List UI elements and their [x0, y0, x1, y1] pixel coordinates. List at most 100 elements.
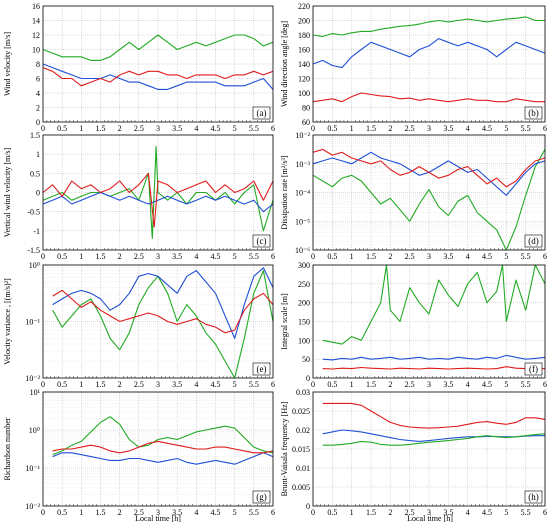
series-red-line	[322, 402, 546, 429]
x-tick-label: 3	[427, 380, 431, 389]
x-tick-label: 6	[543, 252, 547, 261]
y-tick-label: 220	[298, 2, 310, 11]
y-tick-label: 2	[36, 104, 40, 113]
y-tick-label: 10⁻³	[295, 160, 310, 169]
xlabel-left: Local time [h]	[135, 514, 181, 523]
x-tick-label: 5.5	[521, 124, 531, 133]
panel-label-box	[524, 490, 543, 504]
y-tick-label: 0	[36, 118, 40, 127]
y-tick-label: 200	[298, 17, 310, 26]
panel-label-box	[252, 106, 271, 120]
y-tick-label: 0.03	[296, 388, 310, 397]
y-tick-label: 300	[298, 261, 310, 270]
x-tick-label: 4	[194, 252, 198, 261]
series-blue-line	[52, 267, 274, 339]
x-tick-label: 1	[350, 508, 354, 517]
x-tick-label: 4.5	[482, 508, 492, 517]
series-green-line	[322, 264, 546, 345]
x-tick-label: 0.5	[327, 124, 337, 133]
x-tick-label: 3.5	[172, 508, 182, 517]
y-tick-label: 10¹	[30, 388, 41, 397]
panels: 0 0.5 1 1.5 2 2.5 3 3.5 4 4.5 5 5.5 60246810121416(a…	[3, 2, 547, 517]
x-tick-label: 5.5	[249, 124, 259, 133]
y-axis-label: Wind velocity [m/s]	[3, 32, 12, 96]
series-red-line	[42, 172, 274, 228]
x-tick-label: 0.5	[57, 124, 67, 133]
x-tick-label: 3	[156, 380, 160, 389]
y-tick-label: 0.025	[292, 407, 310, 416]
series-red-line	[52, 440, 274, 454]
y-tick-label: 0.02	[296, 426, 310, 435]
y-axis-label: Wind direction angle [deg]	[280, 21, 289, 107]
x-tick-label: 4.5	[211, 252, 221, 261]
x-tick-label: 3.5	[172, 252, 182, 261]
y-tick-label: 150	[298, 318, 310, 327]
x-tick-label: 2	[118, 252, 122, 261]
x-tick-label: 3.5	[172, 124, 182, 133]
panel-label-box	[524, 362, 543, 376]
x-tick-label: 5	[233, 380, 237, 389]
series-blue-line	[42, 63, 274, 90]
y-axis-label: Velocity variance , [(m/s)²]	[3, 278, 12, 365]
panel-d: 0 0.5 1 1.5 2 2.5 3 3.5 4 4.5 5 5.5 6 10⁻⁶ 10⁻⁵ 10⁻⁴ 10⁻…	[280, 131, 547, 261]
x-tick-label: 0	[311, 508, 315, 517]
x-tick-label: 3.5	[443, 252, 453, 261]
x-tick-label: 1	[350, 124, 354, 133]
y-tick-label: 1.5	[30, 131, 40, 140]
panel-label-box	[252, 234, 271, 248]
panel-label: (b)	[528, 108, 539, 118]
x-tick-label: 5	[233, 508, 237, 517]
x-tick-label: 0.5	[57, 380, 67, 389]
x-tick-label: 6	[543, 508, 547, 517]
y-tick-label: 10⁻⁴	[295, 189, 310, 198]
x-tick-label: 4.5	[211, 508, 221, 517]
x-tick-label: 2.5	[405, 380, 415, 389]
x-tick-label: 0	[311, 124, 315, 133]
plot-frame	[312, 134, 546, 251]
y-axis-label: Integral scale [m]	[280, 293, 289, 350]
x-tick-label: 5.5	[521, 508, 531, 517]
series-green-line	[312, 16, 545, 37]
x-tick-label: 1.5	[96, 380, 106, 389]
y-tick-label: 10⁻²	[25, 502, 40, 511]
x-tick-label: 5.5	[249, 252, 259, 261]
x-tick-label: 3	[156, 252, 160, 261]
y-tick-label: -1	[33, 227, 40, 236]
x-tick-label: 1	[79, 252, 83, 261]
y-tick-label: 10⁻⁵	[295, 217, 310, 226]
y-tick-label: 10⁻¹	[25, 318, 40, 327]
y-tick-label: 120	[298, 75, 310, 84]
x-tick-label: 5.5	[249, 380, 259, 389]
x-tick-label: 0.5	[57, 252, 67, 261]
y-tick-label: 0.5	[30, 169, 40, 178]
x-tick-label: 0	[41, 252, 45, 261]
x-tick-label: 5.5	[249, 508, 259, 517]
x-tick-label: 4	[466, 380, 470, 389]
y-tick-label: 10⁻²	[25, 374, 40, 383]
y-tick-label: 250	[298, 280, 310, 289]
x-tick-label: 0	[41, 124, 45, 133]
x-tick-label: 1	[350, 252, 354, 261]
series-red-line	[312, 148, 546, 188]
x-tick-label: 1.5	[366, 508, 376, 517]
x-tick-label: 2	[388, 380, 392, 389]
x-tick-label: 3	[156, 124, 160, 133]
series-blue-line	[322, 429, 545, 442]
y-tick-label: 140	[298, 60, 310, 69]
x-tick-label: 1	[79, 508, 83, 517]
panel-h: 0 0.5 1 1.5 2 2.5 3 3.5 4 4.5 5 5.5 6 0 0.005 0.01 0.015…	[280, 388, 547, 517]
x-tick-label: 5	[504, 380, 508, 389]
x-tick-label: 0	[41, 508, 45, 517]
x-tick-label: 2.5	[134, 124, 144, 133]
panel-e: 0 0.5 1 1.5 2 2.5 3 3.5 4 4.5 5 5.5 6 10⁻² 10⁻¹ 10⁰ (e) V…	[3, 261, 275, 389]
y-tick-label: 12	[32, 31, 40, 40]
x-tick-label: 3	[427, 252, 431, 261]
plot-frame	[42, 5, 274, 123]
y-tick-label: 10⁰	[29, 261, 40, 270]
y-tick-label: 16	[32, 2, 40, 11]
y-tick-label: 14	[32, 17, 40, 26]
plot-frame	[42, 264, 274, 379]
panel-label-box	[524, 234, 543, 248]
panel-label-box	[524, 106, 543, 120]
x-tick-label: 0.5	[327, 252, 337, 261]
